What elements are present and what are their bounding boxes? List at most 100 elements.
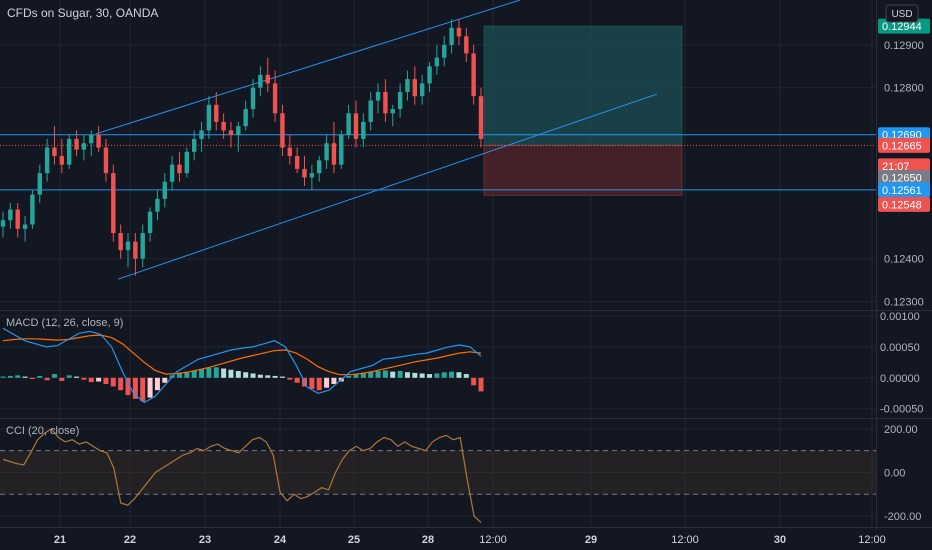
macd-histogram-bar: [81, 377, 87, 380]
price-tags: 0.129440.126900.1266521:070.126500.12561…: [878, 18, 930, 212]
candle-body: [59, 156, 65, 165]
macd-histogram-bar: [199, 369, 205, 378]
candle-body: [66, 138, 72, 165]
macd-panel[interactable]: [0, 327, 484, 404]
candle-body: [471, 53, 476, 97]
x-tick-label: 30: [774, 534, 786, 546]
x-tick-label: 24: [274, 534, 287, 546]
macd-histogram-bar: [0, 376, 6, 378]
macd-histogram-bar: [110, 377, 116, 387]
x-tick-label: 23: [199, 534, 211, 546]
candle-body: [206, 104, 212, 131]
macd-histogram-bar: [96, 377, 102, 382]
macd-histogram-bar: [390, 371, 396, 378]
macd-histogram-bar: [7, 375, 13, 378]
price-tick-label: 0.12400: [884, 254, 924, 266]
macd-histogram-bar: [15, 375, 21, 378]
x-tick-label: 22: [124, 534, 136, 546]
x-tick-label: 21: [54, 534, 66, 546]
price-axis[interactable]: 0.12300 0.12400 0.12800 0.12900: [884, 40, 924, 309]
candle-body: [199, 130, 204, 139]
candle-body: [317, 160, 322, 174]
macd-histogram-bar: [235, 370, 241, 378]
price-tick-label: 0.12900: [884, 40, 924, 52]
price-tag-label: 0.12944: [882, 21, 922, 33]
macd-tick-label: 0.00000: [880, 373, 920, 385]
time-axis[interactable]: 21 22 23 24 25 28 12:00 29 12:00 30 12:00: [54, 534, 886, 546]
candle-body: [294, 156, 300, 169]
macd-histogram-bar: [441, 372, 447, 378]
candle-body: [390, 109, 395, 114]
macd-histogram-bar: [125, 377, 131, 396]
macd-histogram-bar: [162, 377, 168, 383]
x-tick-label: 28: [422, 534, 434, 546]
macd-histogram-bar: [88, 377, 94, 383]
macd-histogram-bar: [412, 372, 418, 378]
x-tick-label: 12:00: [858, 534, 886, 546]
candle-body: [287, 147, 293, 157]
macd-histogram-bar: [118, 377, 124, 391]
price-tag-box: [878, 158, 930, 174]
candle-body: [30, 194, 35, 225]
macd-histogram-bar: [324, 377, 330, 388]
price-panel[interactable]: [0, 0, 876, 280]
price-tag-label: 0.12650: [882, 172, 922, 184]
macd-histogram-bar: [140, 377, 146, 402]
macd-histogram-bar: [103, 377, 109, 384]
macd-histogram-bar: [37, 375, 43, 378]
macd-histogram-bar: [419, 373, 425, 378]
macd-histogram-bar: [463, 374, 469, 378]
macd-histogram-bar: [316, 377, 322, 391]
candle-body: [169, 164, 175, 182]
candle-body: [250, 87, 256, 110]
candle-body: [155, 198, 160, 212]
candle-body: [434, 57, 440, 67]
macd-axis[interactable]: 0.00100 0.00050 0.00000 -0.00050: [880, 311, 923, 416]
candle-body: [118, 233, 123, 251]
cci-line: [2, 428, 482, 524]
macd-histogram-bar: [206, 367, 212, 378]
macd-histogram-bar: [243, 372, 249, 378]
macd-histogram-bar: [272, 375, 278, 378]
currency-button[interactable]: [885, 4, 919, 23]
parallel-channel[interactable]: [95, 0, 658, 280]
macd-histogram-bar: [44, 377, 50, 381]
candlestick-series: [0, 19, 484, 276]
candle-body: [8, 209, 13, 221]
cci-band-fill: [0, 450, 876, 495]
candle-body: [243, 109, 248, 127]
candle-body: [103, 147, 109, 174]
macd-histogram-bar: [360, 372, 366, 378]
cci-axis[interactable]: 200.00 0.00 -200.00: [884, 424, 921, 523]
candle-body: [133, 241, 138, 259]
macd-histogram-bar: [331, 377, 337, 384]
macd-histogram-bar: [184, 371, 190, 378]
profit-zone: [483, 25, 683, 146]
candle-body: [74, 138, 79, 150]
candle-body: [111, 173, 116, 234]
price-tag-box: [878, 182, 930, 198]
loss-zone: [483, 144, 683, 196]
macd-histogram-bar: [154, 377, 160, 391]
candle-body: [478, 96, 484, 139]
x-tick-label: 12:00: [479, 534, 507, 546]
candle-body: [331, 143, 337, 165]
x-tick-label: 29: [585, 534, 597, 546]
x-tick-label: 12:00: [671, 534, 699, 546]
macd-histogram-bar: [147, 377, 153, 398]
macd-histogram-bar: [213, 367, 219, 378]
cci-label: CCI (20, close): [6, 425, 79, 437]
macd-tick-label: 0.00100: [880, 311, 920, 323]
candle-body: [361, 121, 366, 139]
candle-body: [15, 209, 20, 229]
horizontal-lines[interactable]: [0, 134, 876, 191]
candle-body: [81, 143, 87, 150]
candle-body: [89, 134, 94, 144]
price-tick-label: 0.12800: [884, 83, 924, 95]
long-position-tool[interactable]: [483, 25, 683, 196]
cci-panel[interactable]: [0, 428, 876, 524]
candle-body: [302, 168, 307, 178]
price-tag-label: 21:07: [882, 161, 910, 173]
